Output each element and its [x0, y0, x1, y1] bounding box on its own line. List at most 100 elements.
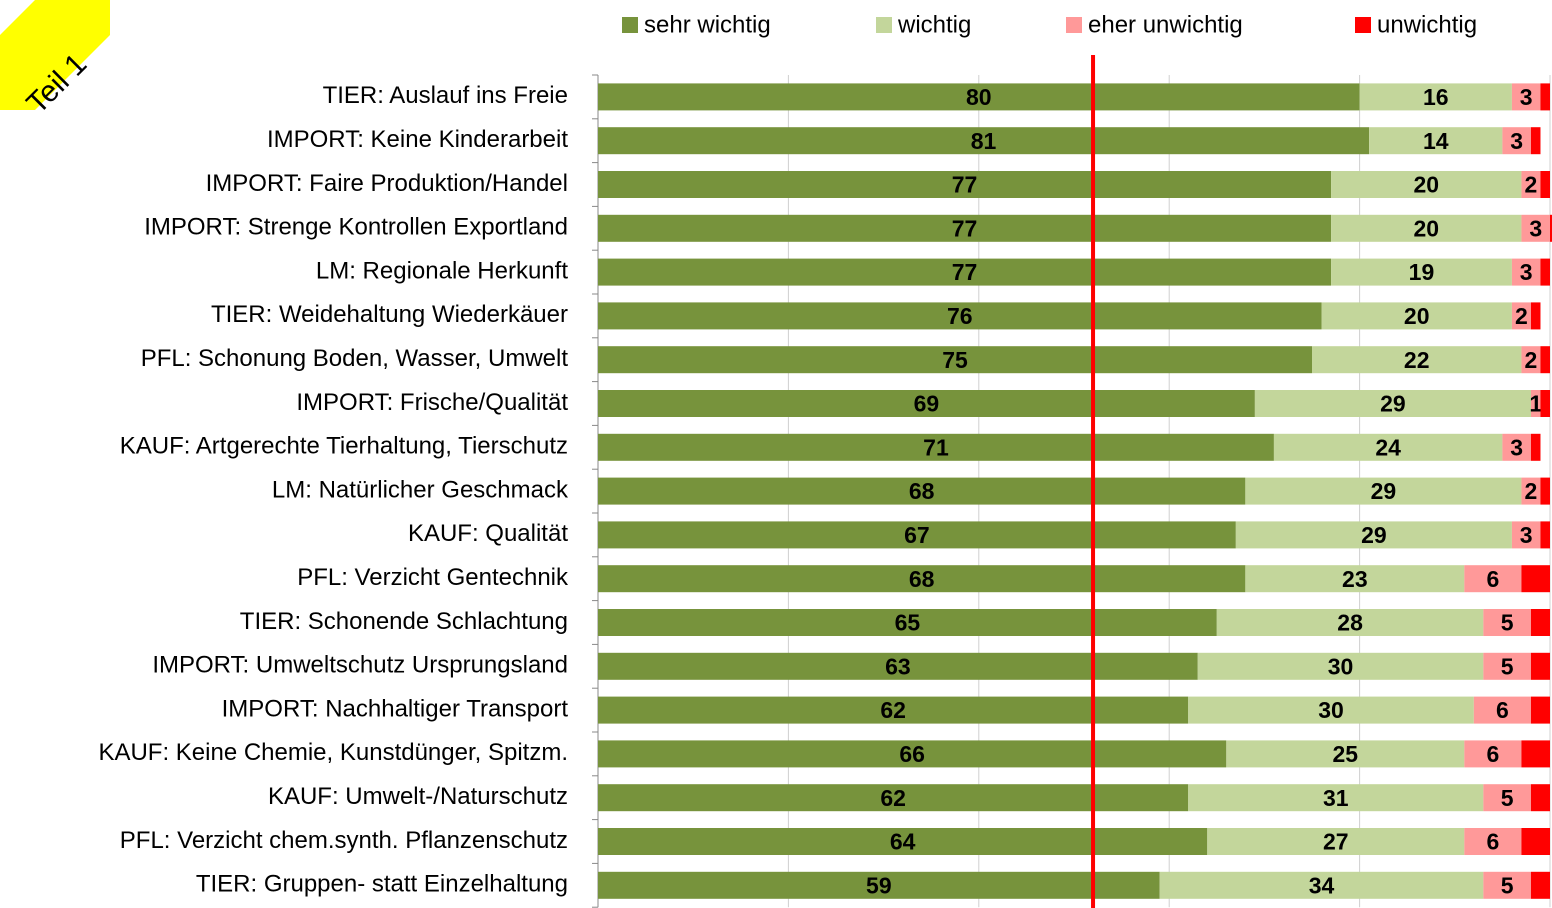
legend-swatch [1066, 17, 1082, 33]
bar-segment [1464, 740, 1522, 768]
value-label: 6 [1486, 741, 1499, 767]
value-label: 6 [1486, 566, 1499, 592]
bar-segment [598, 696, 1189, 724]
value-label: 81 [971, 128, 997, 154]
value-label: 20 [1413, 172, 1439, 198]
bar-segment [1540, 258, 1550, 286]
value-label: 30 [1318, 697, 1344, 723]
value-label: 27 [1323, 829, 1349, 855]
value-label: 14 [1423, 128, 1449, 154]
bar-segment [1331, 171, 1522, 198]
value-label: 68 [909, 566, 935, 592]
value-label: 77 [952, 259, 978, 285]
value-label: 63 [885, 653, 911, 679]
value-label: 76 [947, 303, 973, 329]
category-label: PFL: Verzicht Gentechnik [297, 564, 569, 591]
bar-segment [1521, 346, 1541, 374]
value-label: 29 [1380, 391, 1406, 417]
value-label: 6 [1496, 697, 1509, 723]
value-label: 64 [890, 829, 916, 855]
value-label: 20 [1404, 303, 1430, 329]
bar-segment [1331, 214, 1522, 242]
bar-segment [1540, 477, 1550, 505]
value-label: 3 [1520, 84, 1533, 110]
bar-segment [1273, 433, 1503, 461]
value-label: 67 [904, 522, 930, 548]
category-label: KAUF: Qualität [408, 520, 568, 547]
value-label: 29 [1371, 478, 1397, 504]
badge: Teil 1 [0, 0, 110, 120]
category-label: PFL: Schonung Boden, Wasser, Umwelt [141, 345, 569, 372]
bar-segment [1502, 433, 1531, 461]
value-label: 2 [1525, 172, 1538, 198]
bar-segment [1216, 609, 1484, 636]
value-label: 5 [1501, 785, 1514, 811]
bar-segment [1511, 83, 1541, 111]
bar-segment [1464, 565, 1522, 593]
bar-segment [1359, 83, 1512, 111]
bar-segment [1188, 696, 1474, 724]
value-label: 19 [1409, 259, 1435, 285]
legend-swatch [876, 17, 892, 33]
value-label: 1 [1529, 391, 1542, 417]
bar-segment [1530, 696, 1550, 724]
bar-segment [598, 127, 1370, 155]
bar-segment [1521, 828, 1550, 855]
value-label: 34 [1309, 872, 1335, 898]
value-label: 62 [880, 785, 906, 811]
value-label: 2 [1525, 478, 1538, 504]
bar-segment [1511, 521, 1541, 549]
bar-segment [1521, 477, 1541, 505]
bar-segment [1483, 609, 1531, 636]
legend-label: sehr wichtig [644, 11, 771, 38]
value-label: 23 [1342, 566, 1368, 592]
bar-segment [598, 433, 1274, 461]
category-label: TIER: Auslauf ins Freie [323, 82, 568, 109]
bar-segment [1550, 214, 1552, 242]
bar-segment [1530, 652, 1550, 680]
bar-segment [1540, 521, 1550, 549]
category-label: KAUF: Artgerechte Tierhaltung, Tierschut… [120, 433, 568, 460]
bar-segment [1530, 390, 1541, 417]
value-label: 75 [942, 347, 968, 373]
value-label: 2 [1515, 303, 1528, 329]
bar-segment [598, 214, 1332, 242]
bar-segment [598, 740, 1227, 768]
value-label: 71 [923, 434, 949, 460]
value-label: 5 [1501, 610, 1514, 636]
bar-segment [1521, 171, 1541, 198]
bar-segment [598, 477, 1246, 505]
bar-segment [1483, 652, 1531, 680]
category-label: IMPORT: Strenge Kontrollen Exportland [144, 214, 568, 241]
bar-segment [1235, 521, 1512, 549]
value-label: 3 [1510, 128, 1523, 154]
legend-swatch [622, 17, 638, 33]
value-label: 77 [952, 172, 978, 198]
bar-segment [1511, 302, 1531, 330]
bar-segment [1530, 127, 1541, 155]
bar-segment [1159, 871, 1484, 899]
bar-segment [598, 652, 1198, 680]
value-label: 29 [1361, 522, 1387, 548]
category-label: KAUF: Umwelt-/Naturschutz [268, 783, 568, 810]
bar-segment [1540, 390, 1550, 417]
bar-segment [598, 565, 1246, 593]
bar-segment [1197, 652, 1484, 680]
category-label: TIER: Weidehaltung Wiederkäuer [211, 301, 568, 328]
value-label: 30 [1328, 653, 1354, 679]
value-label: 68 [909, 478, 935, 504]
bar-segment [1540, 171, 1550, 198]
value-label: 25 [1333, 741, 1359, 767]
bar-segment [1207, 828, 1465, 855]
bar-segment [598, 828, 1208, 855]
value-label: 5 [1501, 653, 1514, 679]
bar-segment [598, 171, 1332, 198]
category-label: LM: Natürlicher Geschmack [272, 476, 569, 503]
value-label: 3 [1520, 522, 1533, 548]
bar-segment [598, 609, 1217, 636]
bar-segment [598, 302, 1322, 330]
bar-segment [598, 390, 1255, 417]
bar-segment [1331, 258, 1512, 286]
bar-segment [1540, 346, 1550, 374]
